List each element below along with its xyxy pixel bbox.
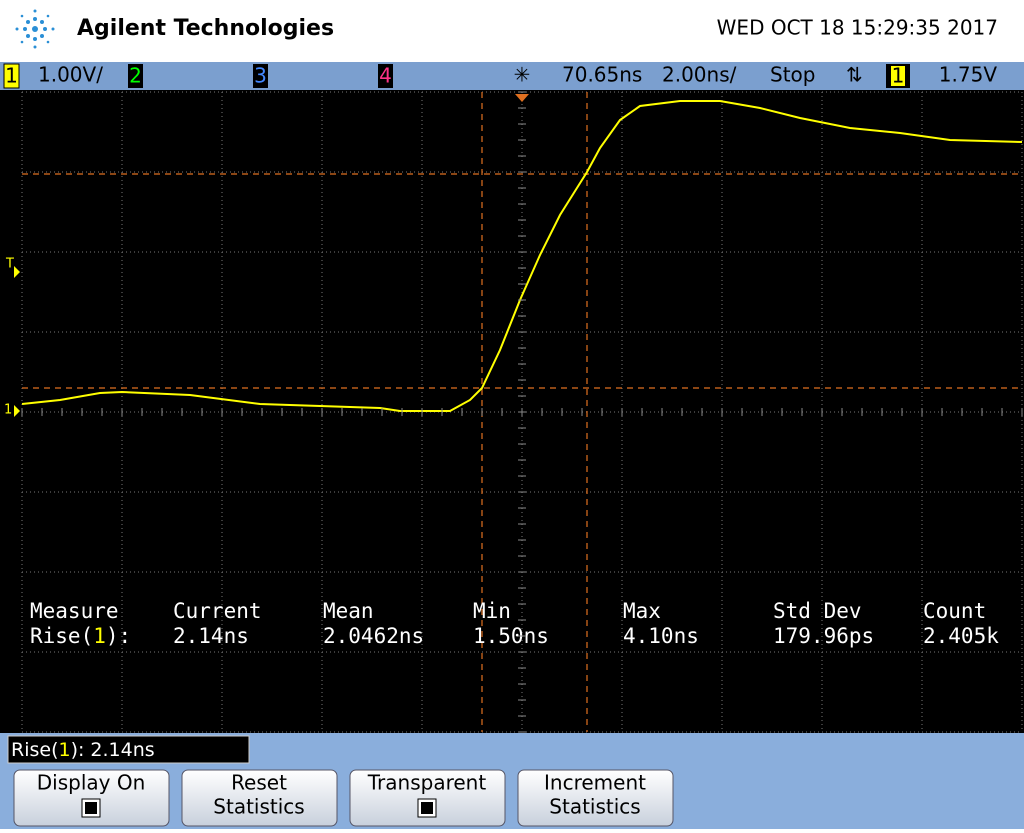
measure-value: 2.405k (923, 624, 999, 648)
measure-header: Current (173, 599, 262, 623)
trigger-mode: ⇅ (846, 63, 863, 87)
softkey-bg[interactable] (517, 769, 674, 827)
ch4-box (378, 64, 393, 88)
trigger-marker: T (5, 257, 14, 272)
softkey-label[interactable]: Display On (37, 771, 146, 795)
readout-source: 1 (58, 739, 70, 761)
status-bar (0, 62, 1024, 90)
trigger-source: 1 (892, 64, 905, 88)
delay: 70.65ns (562, 63, 642, 87)
measure-label: Rise(1): (30, 624, 131, 648)
softkey[interactable]: Display On (13, 769, 170, 827)
measurements: Measure Current Mean Min Max Std Dev Count Rise… (30, 599, 999, 648)
readout-suffix: ): 2.14ns (71, 739, 155, 761)
logo (15, 9, 55, 49)
brand: Agilent Technologies (77, 16, 334, 41)
softkey-bg[interactable] (13, 769, 170, 827)
label-suffix: ): (106, 624, 131, 648)
softkey-label[interactable]: Transparent (367, 771, 487, 795)
trigger-arrow (14, 266, 20, 278)
label-source: 1 (93, 624, 106, 648)
trigger-position (515, 94, 529, 102)
softkey-label[interactable]: Reset (231, 771, 287, 795)
measure-header: Count (923, 599, 986, 623)
softkey[interactable]: Transparent (349, 769, 506, 827)
measure-value: 2.14ns (173, 624, 249, 648)
checkbox-fill[interactable] (421, 802, 433, 814)
ch3-box (253, 64, 268, 88)
softkey-bg[interactable] (181, 769, 338, 827)
measure-value: 4.10ns (623, 624, 699, 648)
ch4: 4 (379, 64, 392, 88)
trigger-level: 1.75V (939, 63, 998, 87)
ch1-scale: 1.00V/ (38, 63, 103, 87)
delay-icon: ✳ (514, 63, 531, 87)
ground-arrow (14, 405, 20, 417)
run-state: Stop (770, 63, 815, 87)
measure-value: 179.96ps (773, 624, 874, 648)
ch2-box (128, 64, 143, 88)
waveform (21, 100, 1023, 412)
softkey-bg[interactable] (349, 769, 506, 827)
softkey-label[interactable]: Statistics (549, 795, 640, 819)
label-prefix: Rise( (30, 624, 93, 648)
datetime: WED OCT 18 15:29:35 2017 (717, 16, 998, 40)
measure-header: Mean (323, 599, 374, 623)
measure-header: Std Dev (773, 599, 862, 623)
readout: Rise(1): 2.14ns (11, 739, 155, 761)
checkbox-fill[interactable] (85, 802, 97, 814)
header-bg (0, 0, 1024, 62)
readout-prefix: Rise( (11, 739, 58, 761)
ch2: 2 (129, 64, 142, 88)
timebase: 2.00ns/ (662, 63, 737, 87)
ground-marker: 1 (4, 403, 12, 418)
ch3: 3 (254, 64, 267, 88)
ch1: 1 (5, 64, 18, 88)
measure-value: 1.50ns (473, 624, 549, 648)
measure-header: Min (473, 599, 511, 623)
measure-header: Max (623, 599, 661, 623)
measure-value: 2.0462ns (323, 624, 424, 648)
softkey-label[interactable]: Increment (544, 771, 646, 795)
trig-src-inner (891, 66, 905, 86)
measure-header: Measure (30, 599, 119, 623)
readout-box (7, 735, 250, 764)
softkey-label[interactable]: Statistics (213, 795, 304, 819)
ch1-box (3, 63, 20, 89)
